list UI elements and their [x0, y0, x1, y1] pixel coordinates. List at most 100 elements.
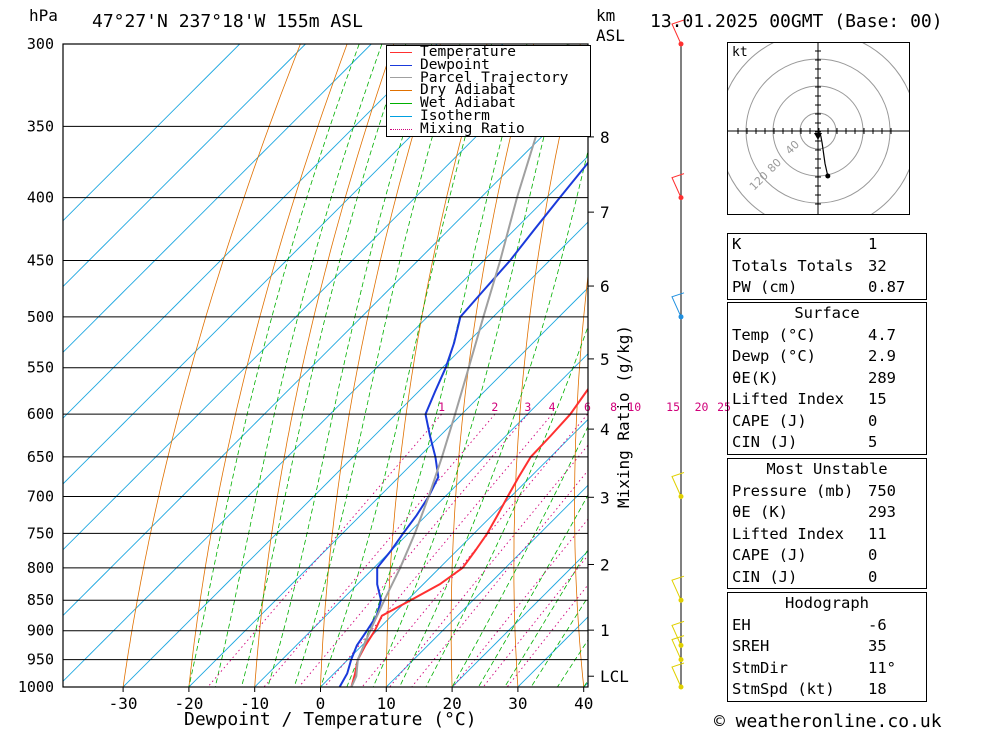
legend-label: Dry Adiabat — [420, 82, 517, 99]
isotherm-line — [122, 221, 588, 687]
hodograph: kt 40 80 120 — [718, 31, 918, 231]
dry-adiabat-line — [122, 44, 301, 687]
wet-adiabat-line — [293, 44, 461, 687]
isotherm-line — [451, 550, 588, 687]
row-label: CIN (J) — [732, 567, 798, 586]
pressure-tick-label: 450 — [27, 252, 54, 270]
hodograph-ring-label: 120 — [747, 169, 771, 193]
dry-adiabat-line — [450, 44, 535, 687]
pressure-tick-label: 800 — [27, 559, 54, 577]
dry-adiabat-line — [320, 44, 441, 687]
mixing-ratio-line — [452, 518, 588, 687]
wet-adiabat-line — [267, 44, 433, 687]
isotherm-line — [63, 44, 372, 353]
surface-row: CIN (J) 5 — [728, 432, 926, 454]
pressure-tick-label: 700 — [27, 488, 54, 506]
row-value: 4.7 — [868, 325, 896, 344]
row-value: 2.9 — [868, 347, 896, 365]
surface-table: Surface Temp (°C) 4.7 Dewp (°C) 2.9 θE(K) 289… — [727, 302, 927, 455]
wet-adiabat-line — [214, 44, 383, 687]
x-tick-label: -30 — [109, 694, 138, 713]
row-value: 293 — [868, 503, 896, 521]
wind-barb — [671, 662, 685, 688]
legend-swatch — [390, 128, 412, 130]
legend-item: Isotherm — [387, 109, 590, 123]
mixing-ratio-label: 1 — [438, 400, 445, 414]
index-row-pw: PW (cm) 0.87 — [732, 278, 906, 296]
legend-item: Parcel Trajectory — [387, 70, 590, 85]
row-value: 0 — [868, 567, 878, 586]
pressure-tick-label: 400 — [27, 189, 54, 207]
row-label: CAPE (J) — [732, 411, 807, 430]
wind-barb — [671, 620, 685, 646]
hodograph-table-row: EH -6 — [728, 615, 926, 637]
row-label: StmSpd (kt) — [732, 680, 835, 698]
km-tick-label: 5 — [600, 350, 610, 369]
legend-swatch — [390, 103, 412, 105]
dry-adiabat-line — [633, 44, 673, 687]
row-label: Pressure (mb) — [732, 481, 854, 500]
hpa-label: hPa — [29, 6, 58, 25]
wet-adiabat-line — [399, 149, 588, 687]
km-tick-label: 1 — [600, 621, 610, 640]
dry-adiabat-line — [254, 44, 395, 687]
surface-row: θE(K) 289 — [728, 368, 926, 390]
wind-barb — [671, 19, 685, 45]
wind-barb — [671, 292, 685, 318]
most-unstable-title: Most Unstable — [766, 460, 888, 478]
asl-label: ASL — [596, 26, 625, 45]
pressure-tick-label: 600 — [27, 405, 54, 423]
x-tick-label: -10 — [240, 694, 269, 713]
wind-barb — [671, 575, 685, 601]
mixing-ratio-label: 2 — [491, 400, 498, 414]
row-label: EH — [732, 615, 751, 634]
legend-swatch — [390, 64, 412, 66]
isotherm-line — [63, 44, 241, 222]
mixing-ratio-label: 20 — [695, 400, 709, 414]
km-tick-label: 3 — [600, 488, 610, 507]
row-label: Temp (°C) — [732, 325, 816, 344]
surface-row: Dewp (°C) 2.9 — [728, 346, 926, 368]
mixing-ratio-axis-label: Mixing Ratio (g/kg) — [614, 324, 633, 508]
row-value: 5 — [868, 433, 878, 451]
surface-title: Surface — [794, 304, 860, 322]
pressure-tick-label: 650 — [27, 448, 54, 466]
row-label: Lifted Index — [732, 524, 844, 543]
mixing-ratio-label: 10 — [627, 400, 641, 414]
most-unstable-row: Pressure (mb) 750 — [728, 481, 926, 503]
row-value: -6 — [868, 615, 887, 634]
most-unstable-row: CIN (J) 0 — [728, 567, 926, 589]
wind-barb — [671, 173, 685, 198]
row-value: 289 — [868, 368, 896, 387]
pressure-tick-label: 850 — [27, 591, 54, 609]
hodograph-trace — [817, 130, 829, 177]
legend: Temperature Dewpoint Parcel Trajectory Dry … — [386, 45, 591, 137]
wet-adiabat-line — [451, 425, 588, 687]
row-label: StmDir — [732, 658, 788, 677]
isotherm-line — [63, 44, 570, 551]
pressure-tick-label: 750 — [27, 524, 54, 542]
x-tick-label: 40 — [574, 694, 593, 713]
row-label: θE(K) — [732, 368, 779, 387]
x-axis-label: Dewpoint / Temperature (°C) — [184, 709, 477, 730]
row-label: θE (K) — [732, 503, 788, 521]
x-tick-label: 30 — [508, 694, 527, 713]
hodograph-table-row: StmDir 11° — [728, 658, 926, 680]
hodograph-unit-label: kt — [732, 45, 748, 60]
legend-item: Dewpoint — [387, 58, 590, 72]
row-value: 11 — [868, 524, 887, 543]
wind-barb — [671, 635, 685, 660]
pressure-tick-label: 350 — [27, 117, 54, 135]
isotherm-line — [63, 89, 588, 617]
isotherm-line — [385, 484, 588, 687]
row-label: CAPE (J) — [732, 546, 807, 564]
pressure-tick-label: 300 — [27, 35, 54, 53]
row-label: Dewp (°C) — [732, 347, 816, 365]
most-unstable-row: Lifted Index 11 — [728, 524, 926, 546]
wet-adiabat-line — [346, 44, 528, 687]
x-tick-label: 0 — [316, 694, 326, 713]
hodograph-origin-marker — [814, 133, 822, 140]
legend-swatch — [390, 51, 412, 53]
